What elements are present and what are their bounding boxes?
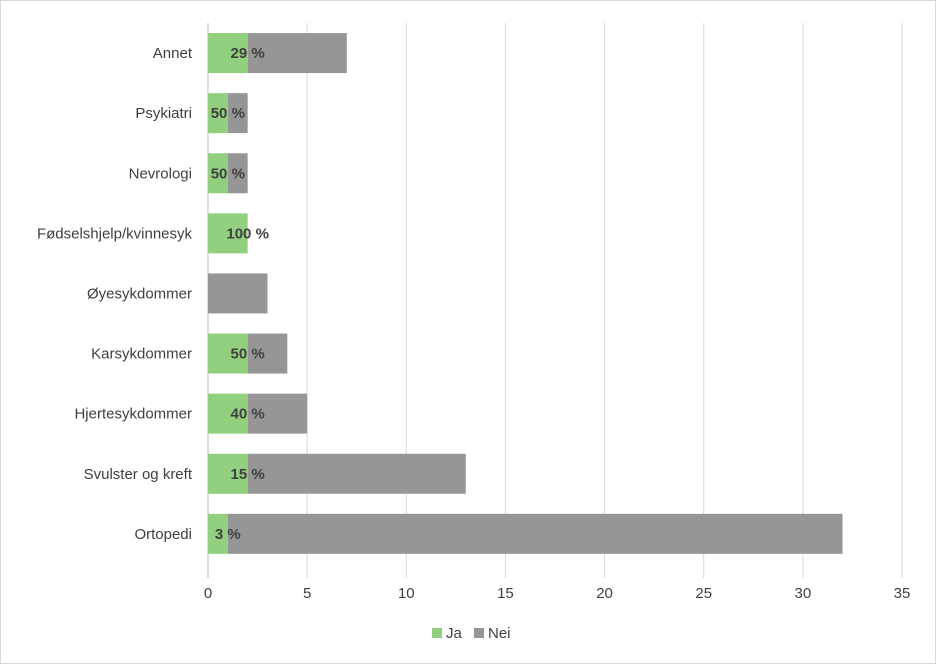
bar-nei-2: [227, 153, 248, 194]
bar-nei-5: [247, 333, 288, 374]
bar-ja-6: [208, 393, 248, 434]
x-tick-label: 10: [398, 585, 415, 602]
bar-nei-6: [247, 393, 308, 434]
x-tick-label: 35: [894, 585, 911, 602]
category-label: Psykiatri: [135, 105, 192, 122]
bar-nei-0: [247, 33, 347, 74]
bars: [208, 33, 843, 554]
category-label: Karsykdommer: [91, 346, 192, 363]
category-axis-labels: Annet Psykiatri Nevrologi Fødselshjelp/kvin…: [37, 45, 193, 543]
data-label: 3 %: [215, 526, 241, 543]
bar-ja-1: [208, 93, 228, 134]
data-label: 50 %: [231, 346, 265, 363]
value-axis-ticks: 0 5 10 15 20 25 30 35: [204, 585, 911, 602]
data-labels: 29 % 50 % 50 % 100 % 50 % 40 % 15 % 3 %: [211, 45, 269, 543]
category-label: Øyesykdommer: [87, 285, 192, 302]
legend-swatch-nei: [474, 628, 484, 638]
bar-nei-4: [208, 273, 268, 314]
data-label: 40 %: [231, 406, 265, 423]
category-label: Nevrologi: [129, 165, 192, 182]
gridlines: [207, 23, 903, 578]
bar-nei-7: [247, 453, 466, 494]
x-tick-label: 5: [303, 585, 311, 602]
legend: Ja Nei: [432, 625, 511, 642]
x-tick-label: 15: [497, 585, 514, 602]
x-tick-label: 30: [795, 585, 812, 602]
category-label: Hjertesykdommer: [74, 406, 192, 423]
bar-ja-8: [208, 513, 228, 554]
data-label: 100 %: [226, 225, 269, 242]
x-tick-label: 0: [204, 585, 212, 602]
data-label: 50 %: [211, 105, 245, 122]
data-label: 15 %: [231, 466, 265, 483]
legend-label-nei: Nei: [488, 625, 511, 642]
bar-ja-2: [208, 153, 228, 194]
category-label: Fødselshjelp/kvinnesyk: [37, 225, 193, 242]
legend-swatch-ja: [432, 628, 442, 638]
bar-ja-5: [208, 333, 248, 374]
data-label: 29 %: [231, 45, 265, 62]
category-label: Ortopedi: [134, 526, 192, 543]
category-label: Annet: [153, 45, 193, 62]
bar-nei-1: [227, 93, 248, 134]
data-label: 50 %: [211, 165, 245, 182]
bar-ja-7: [208, 453, 248, 494]
category-label: Svulster og kreft: [84, 466, 193, 483]
x-tick-label: 25: [695, 585, 712, 602]
legend-label-ja: Ja: [446, 625, 463, 642]
bar-ja-0: [208, 33, 248, 74]
bar-ja-3: [208, 213, 248, 254]
bar-nei-8: [227, 513, 843, 554]
x-tick-label: 20: [596, 585, 613, 602]
